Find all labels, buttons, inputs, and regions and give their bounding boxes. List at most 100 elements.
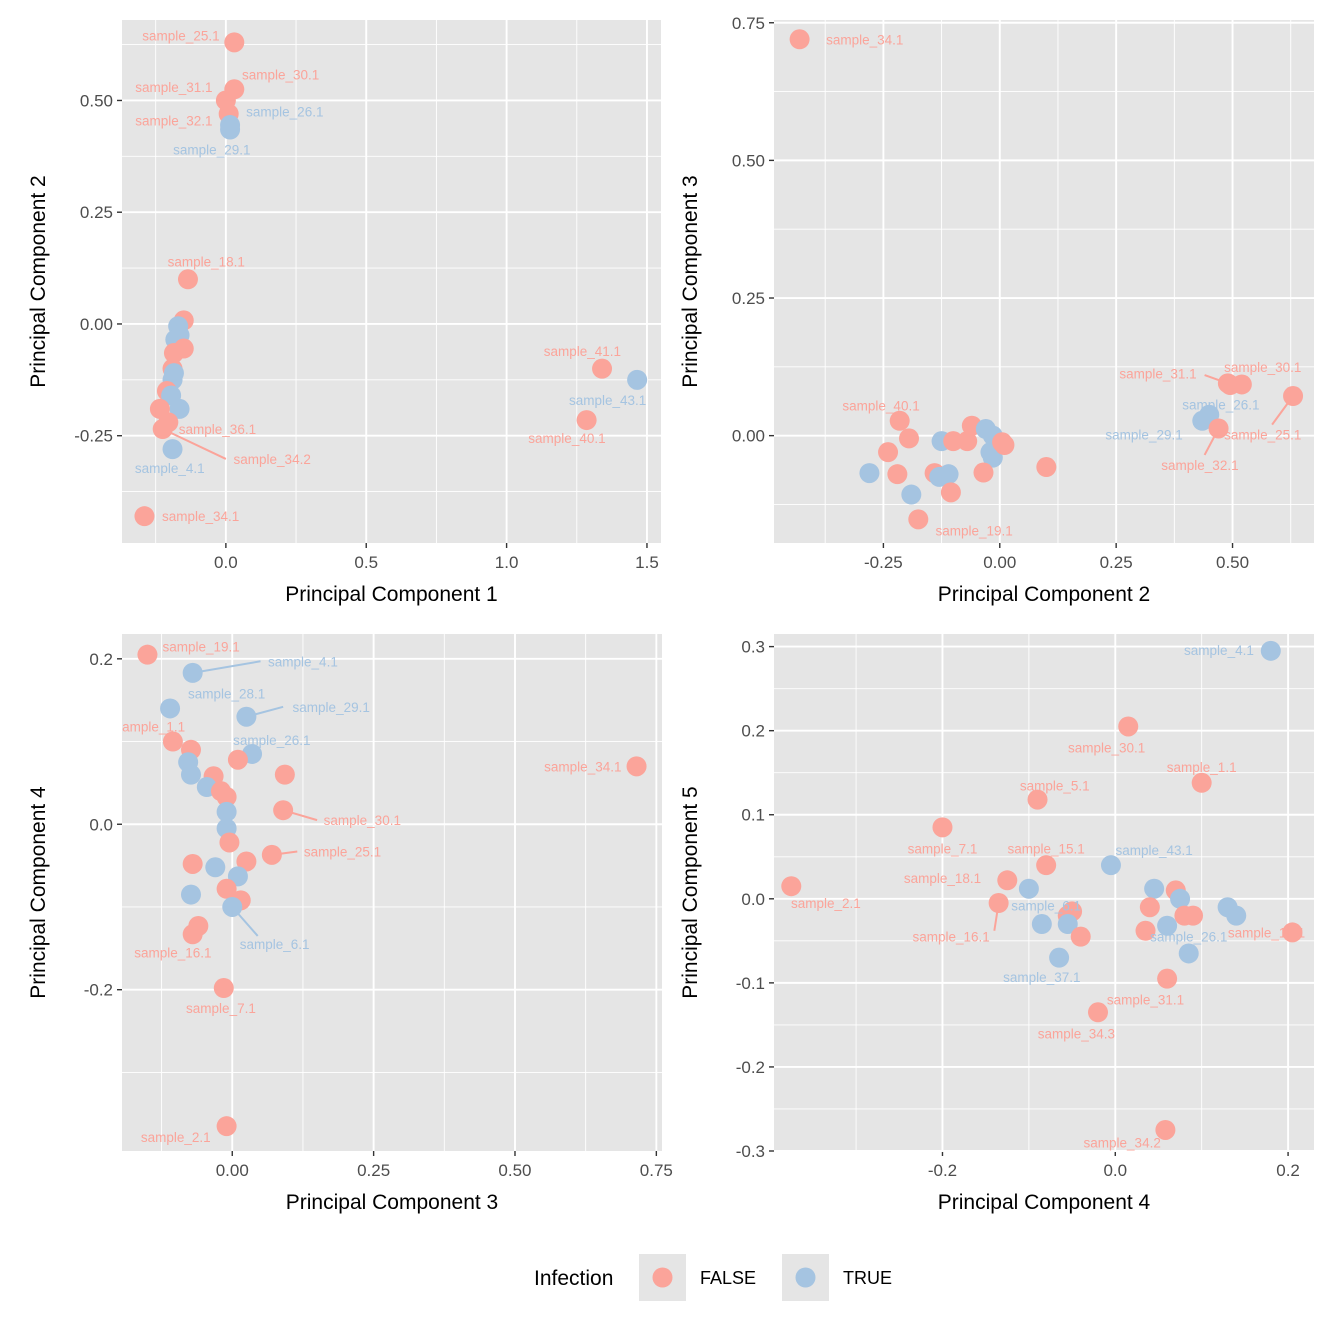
- data-point-true: [1192, 410, 1213, 431]
- data-point-true: [205, 857, 226, 878]
- y-tick-label: 0.0: [89, 815, 113, 834]
- y-tick-label: 0.50: [80, 91, 113, 110]
- data-point-true: [182, 662, 203, 683]
- point-label: sample_18.1: [904, 871, 981, 886]
- data-point-true: [236, 706, 257, 727]
- x-tick-label: 0.50: [1216, 553, 1249, 572]
- data-point-false: [213, 978, 234, 999]
- data-point-false: [899, 428, 919, 449]
- data-point-false: [261, 844, 282, 865]
- data-point-false: [1283, 386, 1304, 407]
- point-label: sample_16.1: [134, 945, 211, 960]
- point-label: sample_30.1: [242, 68, 319, 83]
- point-label: sample_16.1: [912, 930, 989, 945]
- point-label: sample_19.1: [936, 523, 1013, 538]
- data-point-true: [859, 463, 880, 484]
- legend-key-true-dot: [795, 1267, 816, 1288]
- y-tick-label: 0.25: [732, 289, 765, 308]
- data-point-false: [1183, 905, 1204, 926]
- point-label: sample_30.1: [324, 813, 401, 828]
- x-tick-label: 1.5: [635, 553, 659, 572]
- x-tick-label: 1.0: [495, 553, 519, 572]
- y-tick-label: -0.1: [736, 974, 765, 993]
- point-label: sample_4.1: [135, 461, 205, 476]
- panel-1: 0.0 0.5 1.0 1.5 -0.25 0.00 0.25 0.50 Principal C…: [27, 20, 661, 606]
- data-point-false: [908, 509, 929, 530]
- y-axis-title: Principal Component 4: [27, 786, 50, 999]
- point-label: sample_30.1: [1224, 360, 1301, 375]
- y-axis-title: Principal Component 5: [679, 786, 702, 998]
- point-label: sample_19.1: [163, 639, 240, 654]
- point-label: sample_19.1: [1228, 925, 1305, 940]
- data-point-false: [1155, 1119, 1176, 1140]
- data-point-false: [887, 464, 908, 485]
- x-tick-label: -0.2: [928, 1161, 957, 1180]
- point-label: sample_31.1: [135, 80, 212, 95]
- x-tick-label: 0.5: [354, 553, 378, 572]
- y-axis-title: Principal Component 2: [27, 175, 50, 387]
- x-tick-label: 0.50: [498, 1161, 531, 1180]
- legend-title: Infection: [534, 1267, 613, 1290]
- point-label: sample_25.1: [1224, 428, 1301, 443]
- x-axis-title: Principal Component 2: [938, 583, 1150, 606]
- data-point-true: [1057, 914, 1078, 935]
- x-tick-label: 0.25: [357, 1161, 390, 1180]
- data-point-false: [943, 431, 964, 452]
- point-label: sample_28.1: [188, 687, 265, 702]
- legend-label-false: FALSE: [700, 1268, 756, 1288]
- data-point-false: [1036, 457, 1057, 478]
- x-tick-label: 0.0: [214, 553, 238, 572]
- data-point-false: [216, 786, 237, 807]
- point-label: sample_36.1: [179, 422, 256, 437]
- y-axis-title: Principal Component 3: [679, 175, 702, 387]
- point-label: sample_32.1: [135, 114, 212, 129]
- point-label: sample_2.1: [791, 896, 861, 911]
- data-point-true: [938, 464, 959, 485]
- data-point-false: [182, 853, 203, 874]
- data-point-false: [137, 644, 158, 665]
- data-point-false: [227, 749, 248, 770]
- plot-area: sample_25.1 sample_30.1 sample_31.1 sample_…: [134, 29, 648, 527]
- point-label: sample_26.1: [233, 733, 310, 748]
- x-tick-label: 0.00: [216, 1161, 249, 1180]
- y-tick-label: 0.50: [732, 151, 765, 170]
- data-point-false: [1070, 926, 1091, 947]
- legend-label-true: TRUE: [843, 1268, 892, 1288]
- data-point-false: [988, 893, 1009, 914]
- data-point-true: [1226, 905, 1247, 926]
- point-label: sample_34.2: [234, 452, 311, 467]
- data-point-true: [169, 398, 190, 419]
- y-tick-label: -0.25: [74, 427, 113, 446]
- point-label: sample_1.1: [1167, 760, 1237, 775]
- point-label: sample_25.1: [304, 845, 381, 860]
- x-tick-label: -0.25: [864, 553, 903, 572]
- data-point-false: [940, 482, 961, 503]
- data-point-true: [1018, 878, 1039, 899]
- label-leader-line: [192, 660, 261, 674]
- data-point-false: [1088, 1002, 1108, 1023]
- data-point-true: [1157, 915, 1178, 936]
- point-label: sample_1.1: [115, 720, 185, 735]
- point-label: sample_26.1: [1182, 397, 1259, 412]
- data-point-false: [1191, 772, 1212, 793]
- point-label: sample_32.1: [1161, 458, 1238, 473]
- point-label: sample_34.1: [162, 509, 239, 524]
- point-label: sample_5.1: [1020, 778, 1090, 793]
- y-tick-label: 0.00: [732, 427, 765, 446]
- data-point-true: [222, 896, 243, 917]
- data-point-true: [216, 801, 237, 822]
- data-point-true: [162, 439, 183, 460]
- y-tick-label: 0.1: [741, 806, 765, 825]
- point-label: sample_7.1: [186, 1001, 256, 1016]
- data-point-false: [1118, 716, 1139, 737]
- data-point-false: [274, 764, 295, 785]
- data-point-false: [994, 435, 1015, 456]
- point-label: sample_15.1: [1008, 841, 1085, 856]
- data-point-true: [220, 119, 241, 140]
- point-label: sample_6.1: [1011, 899, 1081, 914]
- point-label: sample_34.1: [544, 759, 621, 774]
- point-label: sample_6.1: [240, 937, 310, 952]
- x-axis-title: Principal Component 1: [285, 583, 497, 606]
- data-point-true: [1260, 640, 1281, 661]
- data-point-false: [1282, 922, 1303, 943]
